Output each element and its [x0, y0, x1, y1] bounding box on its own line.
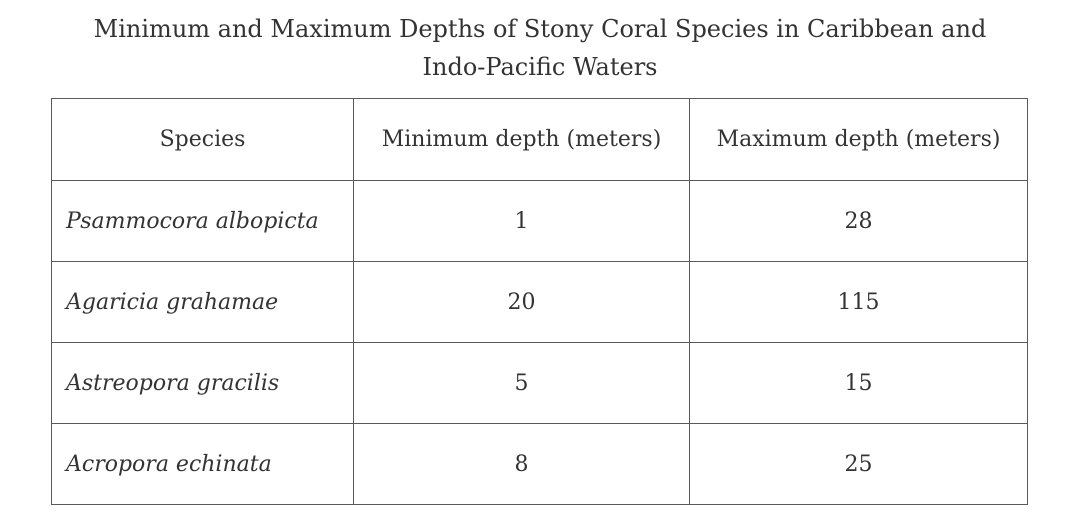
header-min-depth: Minimum depth (meters): [353, 98, 690, 181]
table-header-row: Species Minimum depth (meters) Maximum d…: [51, 98, 1028, 181]
max-depth-cell: 25: [689, 423, 1028, 505]
header-max-depth: Maximum depth (meters): [689, 98, 1028, 181]
title-line-1: Minimum and Maximum Depths of Stony Cora…: [93, 15, 987, 43]
max-depth-cell: 15: [689, 342, 1028, 424]
max-depth-cell: 115: [689, 261, 1028, 343]
min-depth-cell: 8: [353, 423, 690, 505]
species-cell: Astreopora gracilis: [51, 342, 354, 424]
species-cell: Acropora echinata: [51, 423, 354, 505]
min-depth-cell: 1: [353, 180, 690, 262]
species-cell: Psammocora albopicta: [51, 180, 354, 262]
species-cell: Agaricia grahamae: [51, 261, 354, 343]
table-row: Astreopora gracilis 5 15: [51, 342, 1028, 424]
header-species: Species: [51, 98, 354, 181]
table-row: Acropora echinata 8 25: [51, 423, 1028, 505]
coral-depth-table: Species Minimum depth (meters) Maximum d…: [51, 98, 1028, 505]
min-depth-cell: 5: [353, 342, 690, 424]
table-row: Psammocora albopicta 1 28: [51, 180, 1028, 262]
max-depth-cell: 28: [689, 180, 1028, 262]
table-row: Agaricia grahamae 20 115: [51, 261, 1028, 343]
page-title: Minimum and Maximum Depths of Stony Cora…: [0, 10, 1080, 86]
min-depth-cell: 20: [353, 261, 690, 343]
title-line-2: Indo-Pacific Waters: [422, 53, 658, 81]
